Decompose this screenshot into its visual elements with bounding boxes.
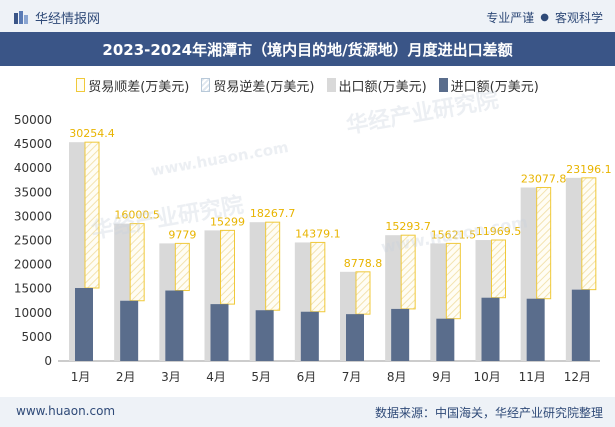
surplus-data-label: 18267.7 (250, 207, 296, 220)
surplus-bar (174, 242, 190, 292)
legend-item-surplus: 贸易顺差(万美元) (76, 76, 189, 95)
y-tick-label: 30000 (14, 209, 52, 223)
legend-label-export: 出口额(万美元) (338, 79, 427, 95)
x-tick-label: 11月 (519, 370, 546, 384)
import-bar (210, 304, 229, 361)
x-tick-label: 2月 (116, 370, 136, 384)
import-bar (481, 297, 500, 361)
y-tick-label: 35000 (14, 185, 52, 199)
legend-item-export: 出口额(万美元) (326, 76, 427, 95)
import-bar (346, 314, 364, 361)
y-tick-label: 25000 (14, 234, 52, 248)
legend-label-import: 进口额(万美元) (450, 79, 539, 95)
import-bar (120, 300, 139, 361)
surplus-data-label: 23077.8 (521, 172, 567, 185)
legend-label-deficit: 贸易逆差(万美元) (213, 79, 315, 95)
legend-swatch-deficit (201, 78, 211, 92)
surplus-data-label: 9779 (168, 228, 196, 241)
legend-item-deficit: 贸易逆差(万美元) (201, 76, 315, 95)
legend-swatch-export (326, 78, 336, 92)
surplus-data-label: 15293.7 (385, 220, 431, 233)
footer-url: www.huaon.com (16, 404, 116, 418)
y-tick-label: 15000 (14, 282, 52, 296)
surplus-bar (491, 239, 506, 299)
surplus-bar (581, 177, 597, 291)
legend-swatch-import (438, 78, 448, 92)
x-tick-label: 12月 (564, 370, 591, 384)
import-bar (526, 298, 545, 361)
header-bar: 华经情报网 专业严谨 ● 客观科学 (0, 0, 615, 32)
import-bar (300, 311, 319, 361)
surplus-bar (310, 241, 326, 313)
x-tick-label: 6月 (297, 370, 317, 384)
import-bar (75, 287, 93, 361)
y-tick-label: 10000 (14, 306, 52, 320)
surplus-data-label: 15621.5 (431, 228, 477, 241)
x-tick-label: 8月 (387, 370, 407, 384)
surplus-data-label: 8778.8 (344, 257, 383, 270)
import-bar (391, 308, 410, 361)
x-tick-label: 4月 (206, 370, 226, 384)
y-tick-label: 40000 (14, 161, 52, 175)
tagline-right: 客观科学 (554, 11, 603, 25)
y-tick-label: 45000 (14, 137, 52, 151)
chart-title: 2023-2024年湘潭市（境内目的地/货源地）月度进出口差额 (0, 32, 615, 66)
surplus-data-label: 23196.1 (566, 163, 612, 176)
y-tick-label: 50000 (14, 113, 52, 127)
surplus-data-label: 15299 (210, 215, 245, 228)
x-tick-label: 9月 (432, 370, 452, 384)
surplus-data-label: 16000.5 (114, 209, 160, 222)
x-tick-label: 3月 (161, 370, 181, 384)
legend-label-surplus: 贸易顺差(万美元) (88, 79, 190, 95)
surplus-bar (129, 223, 145, 302)
legend-item-import: 进口额(万美元) (438, 76, 539, 95)
surplus-data-label: 11969.5 (476, 225, 522, 238)
surplus-bar (536, 186, 552, 300)
surplus-bar (400, 234, 416, 310)
surplus-bar (265, 221, 281, 311)
surplus-data-label: 14379.1 (295, 227, 341, 240)
surplus-data-label: 30254.4 (69, 127, 115, 140)
huajing-logo-icon (14, 10, 28, 24)
footer-source: 数据来源：中国海关，华经产业研究院整理 (374, 406, 603, 420)
surplus-bar (84, 141, 100, 289)
surplus-bar (355, 271, 371, 315)
surplus-bar (220, 229, 235, 305)
x-tick-label: 10月 (473, 370, 500, 384)
import-bar (436, 318, 455, 361)
import-bar (571, 289, 590, 361)
y-tick-label: 0 (44, 354, 52, 368)
brand-name: 华经情报网 (35, 12, 101, 27)
brand: 华经情报网 (13, 8, 100, 27)
import-bar (255, 310, 274, 361)
import-bar (165, 290, 184, 361)
x-tick-label: 5月 (251, 370, 271, 384)
surplus-bar (445, 242, 461, 320)
y-tick-label: 20000 (14, 258, 52, 272)
x-tick-label: 1月 (71, 370, 91, 384)
legend: 贸易顺差(万美元) 贸易逆差(万美元) 出口额(万美元) 进口额(万美元) (0, 70, 615, 100)
tagline: 专业严谨 ● 客观科学 (486, 9, 603, 26)
y-tick-label: 5000 (21, 330, 52, 344)
x-tick-label: 7月 (342, 370, 362, 384)
legend-swatch-surplus (76, 78, 86, 92)
footer: www.huaon.com 数据来源：中国海关，华经产业研究院整理 (0, 397, 615, 427)
tagline-separator: ● (540, 12, 549, 23)
tagline-left: 专业严谨 (486, 11, 535, 25)
